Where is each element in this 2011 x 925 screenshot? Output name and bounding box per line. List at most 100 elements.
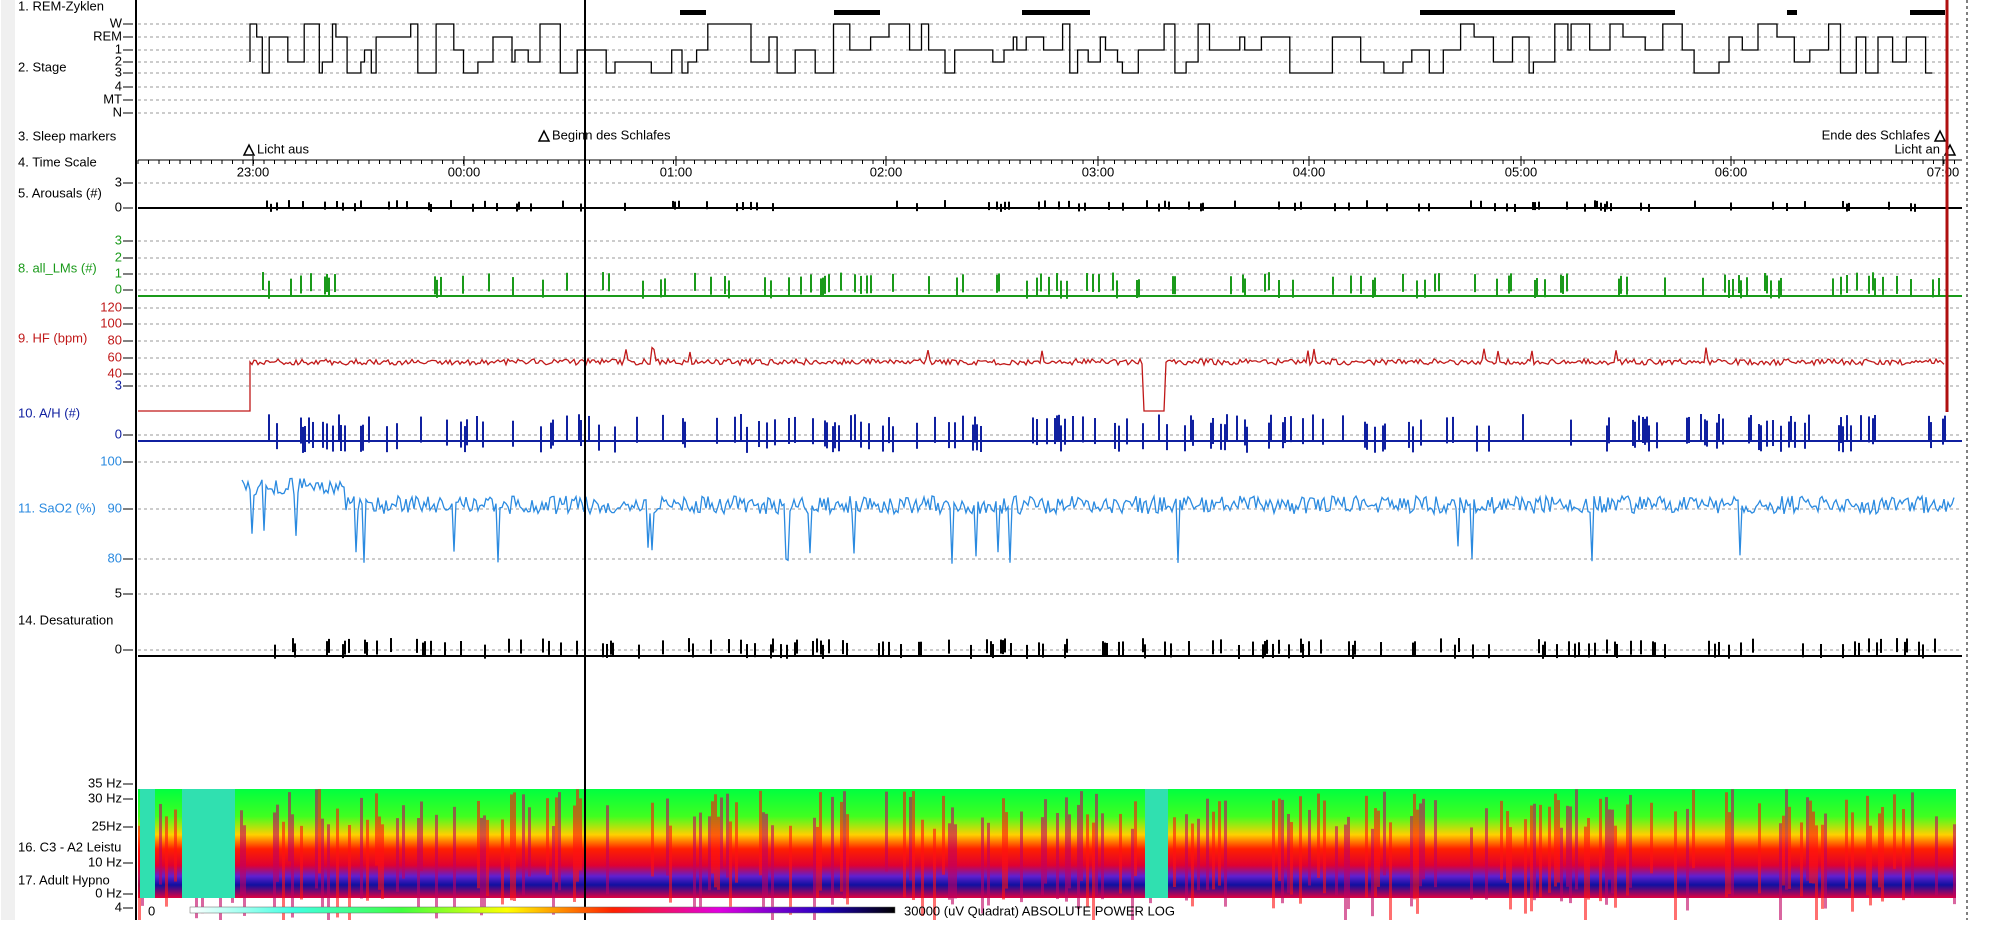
desaturation bbox=[1708, 641, 1710, 655]
spectrogram-stripe bbox=[1191, 824, 1194, 907]
channel-tick: 10 Hz bbox=[88, 854, 122, 869]
limb-movement bbox=[1872, 272, 1874, 290]
desaturation bbox=[484, 645, 486, 659]
apnea-hypopnea bbox=[420, 417, 422, 443]
limb-movement bbox=[1764, 273, 1766, 291]
spectrogram-stripe bbox=[402, 805, 405, 879]
limb-movement bbox=[1264, 274, 1266, 292]
spectrogram-stripe bbox=[546, 798, 549, 875]
arousal bbox=[428, 202, 430, 210]
arousal bbox=[270, 204, 272, 212]
apnea-hypopnea bbox=[1766, 421, 1768, 447]
limb-movement bbox=[1374, 278, 1376, 296]
apnea-hypopnea bbox=[1282, 422, 1284, 448]
arousal bbox=[342, 203, 344, 211]
desaturation bbox=[1876, 642, 1878, 656]
spectrogram-stripe bbox=[1758, 803, 1761, 893]
limb-movement bbox=[1112, 273, 1114, 291]
limb-movement bbox=[728, 280, 730, 298]
spectrogram-stripe bbox=[1278, 799, 1281, 881]
apnea-hypopnea bbox=[344, 425, 346, 451]
apnea-hypopnea bbox=[834, 422, 836, 448]
marker-label: Beginn des Schlafes bbox=[552, 127, 671, 142]
spectrogram-stripe bbox=[1599, 799, 1602, 901]
desaturation bbox=[638, 645, 640, 659]
spectrogram-stripe bbox=[1272, 800, 1275, 908]
spectrogram-stripe bbox=[1509, 827, 1512, 909]
apnea-hypopnea bbox=[512, 421, 514, 447]
apnea-hypopnea bbox=[540, 426, 542, 452]
limb-movement bbox=[602, 272, 604, 290]
desaturation bbox=[828, 639, 830, 653]
desaturation bbox=[1064, 644, 1066, 658]
spectrogram-stripe bbox=[513, 792, 516, 901]
apnea-hypopnea bbox=[338, 414, 340, 440]
spectrogram-block bbox=[182, 789, 235, 898]
spectrogram-stripe bbox=[1299, 796, 1302, 903]
spectrogram-stripe bbox=[282, 822, 285, 920]
limb-movement bbox=[1766, 275, 1768, 293]
arousal bbox=[336, 201, 338, 209]
limb-movement bbox=[1874, 278, 1876, 296]
desaturation bbox=[576, 641, 578, 655]
spectrogram-stripe bbox=[1587, 818, 1590, 900]
spectrogram-stripe bbox=[1080, 791, 1083, 881]
limb-movement bbox=[1510, 273, 1512, 291]
spectrogram-stripe bbox=[771, 825, 774, 920]
apnea-hypopnea bbox=[340, 425, 342, 451]
arousal bbox=[1914, 204, 1916, 212]
limb-movement bbox=[1292, 280, 1294, 298]
apnea-hypopnea bbox=[976, 424, 978, 450]
apnea-hypopnea bbox=[1760, 425, 1762, 451]
limb-movement bbox=[334, 274, 336, 292]
spectrogram-stripe bbox=[273, 812, 276, 907]
limb-movement bbox=[1268, 272, 1270, 290]
spectrogram-stripe bbox=[381, 824, 384, 899]
spectrogram-stripe bbox=[360, 798, 363, 899]
desaturation bbox=[560, 642, 562, 656]
apnea-hypopnea bbox=[1688, 417, 1690, 443]
channel-tick: 0 bbox=[115, 199, 122, 214]
channel-tick: 80 bbox=[108, 550, 122, 565]
spectrogram-stripe bbox=[1383, 792, 1386, 876]
channel-tick: 100 bbox=[100, 453, 122, 468]
apnea-hypopnea bbox=[1804, 423, 1806, 449]
limb-movement bbox=[1060, 281, 1062, 299]
limb-movement bbox=[1174, 276, 1176, 294]
spectrogram-stripe bbox=[981, 817, 984, 913]
spectrogram-stripe bbox=[483, 815, 486, 907]
spectrogram-stripe bbox=[1902, 809, 1905, 900]
spectrogram-stripe bbox=[1560, 828, 1563, 902]
desaturation bbox=[918, 642, 920, 656]
channel-tick: 3 bbox=[115, 232, 122, 247]
apnea-hypopnea bbox=[1244, 419, 1246, 445]
limb-movement bbox=[962, 274, 964, 292]
spectrogram-stripe bbox=[243, 825, 246, 916]
desaturation bbox=[1308, 641, 1310, 655]
apnea-hypopnea bbox=[1700, 414, 1702, 440]
limb-movement bbox=[1840, 277, 1842, 295]
apnea-hypopnea bbox=[1054, 418, 1056, 444]
desaturation bbox=[888, 642, 890, 656]
desaturation bbox=[606, 644, 608, 658]
desaturation bbox=[1820, 644, 1822, 658]
spectrogram-stripe bbox=[1821, 825, 1824, 909]
arousal bbox=[988, 202, 990, 210]
spectrogram-stripe bbox=[378, 817, 381, 890]
limb-movement bbox=[998, 273, 1000, 291]
apnea-hypopnea bbox=[1284, 417, 1286, 443]
limb-movement bbox=[324, 276, 326, 294]
desaturation bbox=[1302, 644, 1304, 658]
apnea-hypopnea bbox=[1758, 424, 1760, 450]
limb-movement bbox=[1780, 278, 1782, 296]
limb-movement bbox=[824, 276, 826, 294]
limb-movement bbox=[788, 277, 790, 295]
desaturation bbox=[754, 643, 756, 657]
apnea-hypopnea bbox=[566, 416, 568, 442]
arousal bbox=[580, 204, 582, 212]
desaturation bbox=[1004, 638, 1006, 652]
limb-movement bbox=[1562, 276, 1564, 294]
spectrogram-stripe bbox=[1800, 822, 1803, 896]
arousal bbox=[1058, 201, 1060, 209]
limb-movement bbox=[1702, 278, 1704, 296]
